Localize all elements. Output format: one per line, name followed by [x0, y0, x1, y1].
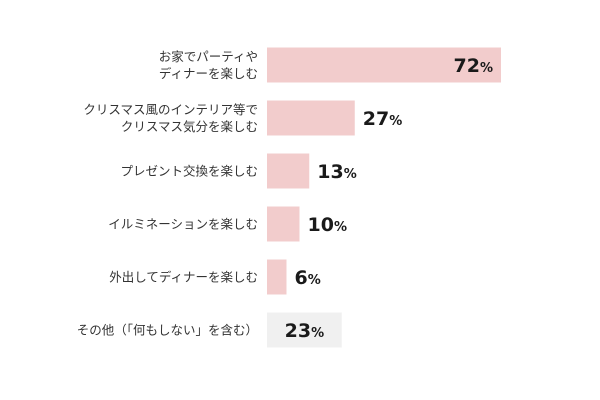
category-label-line: お家でパーティや	[159, 49, 258, 64]
category-label-5: その他（「何もしない」を含む）	[77, 323, 258, 338]
category-labels-layer: お家でパーティやディナーを楽しむクリスマス風のインテリア等でクリスマス気分を楽し…	[77, 49, 258, 338]
category-label-line: イルミネーションを楽しむ	[108, 217, 258, 232]
category-label-0: お家でパーティやディナーを楽しむ	[159, 49, 258, 81]
bars-layer	[267, 47, 501, 348]
value-label-2: 13%	[317, 161, 356, 183]
value-unit: %	[344, 167, 357, 182]
category-label-line: クリスマス気分を楽しむ	[121, 119, 258, 134]
bar-3	[267, 206, 300, 242]
category-label-4: 外出してディナーを楽しむ	[109, 270, 258, 285]
value-number: 6	[295, 267, 308, 289]
category-label-line: その他（「何もしない」を含む）	[77, 323, 258, 338]
value-labels-layer: 72%27%13%10%6%23%	[285, 55, 493, 342]
value-number: 13	[317, 161, 343, 183]
bar-1	[267, 100, 355, 136]
category-label-2: プレゼント交換を楽しむ	[120, 164, 258, 179]
bar-5	[267, 312, 342, 348]
category-label-3: イルミネーションを楽しむ	[108, 217, 258, 232]
value-unit: %	[311, 326, 324, 341]
value-label-1: 27%	[363, 108, 402, 130]
value-unit: %	[334, 220, 347, 235]
value-unit: %	[480, 61, 493, 76]
value-label-3: 10%	[308, 214, 347, 236]
value-unit: %	[389, 114, 402, 129]
category-label-line: クリスマス風のインテリア等で	[83, 102, 258, 117]
value-label-4: 6%	[295, 267, 321, 289]
value-number: 27	[363, 108, 389, 130]
category-label-line: ディナーを楽しむ	[159, 66, 258, 81]
value-label-5: 23%	[285, 320, 324, 342]
category-label-line: 外出してディナーを楽しむ	[109, 270, 258, 285]
bar-4	[267, 259, 287, 295]
value-number: 72	[454, 55, 480, 77]
bar-2	[267, 153, 310, 189]
value-number: 23	[285, 320, 311, 342]
value-number: 10	[308, 214, 334, 236]
value-unit: %	[308, 273, 321, 288]
value-label-0: 72%	[454, 55, 493, 77]
category-label-line: プレゼント交換を楽しむ	[120, 164, 258, 179]
bar-0	[267, 47, 501, 83]
category-label-1: クリスマス風のインテリア等でクリスマス気分を楽しむ	[83, 102, 258, 134]
